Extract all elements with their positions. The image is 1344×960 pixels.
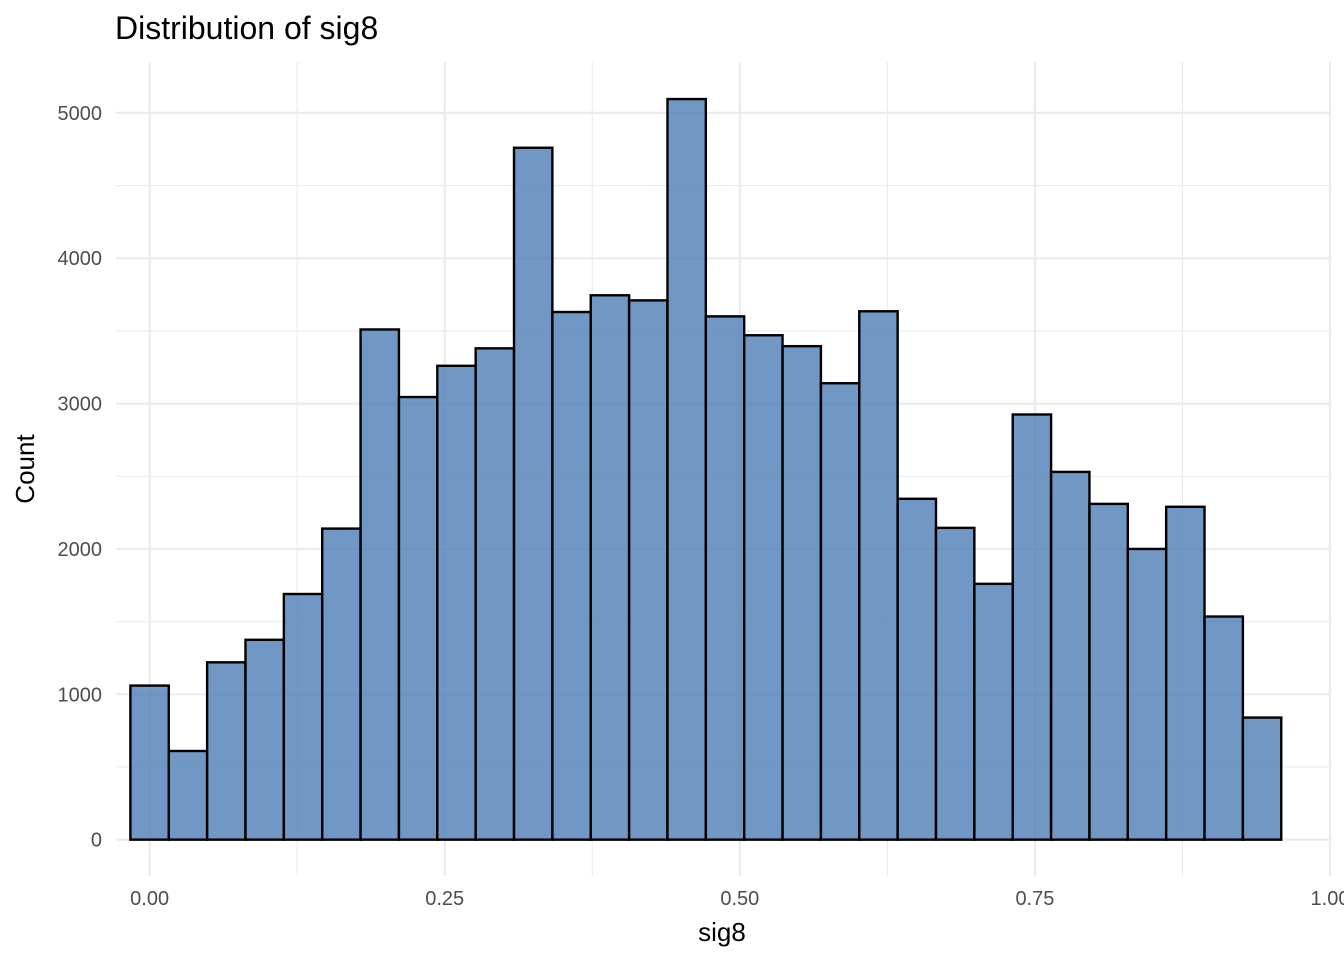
histogram-bar (1088, 502, 1130, 841)
histogram-bar (1049, 470, 1091, 841)
y-tick-label: 0 (91, 830, 102, 852)
y-tick-label: 3000 (58, 394, 103, 416)
histogram-bar (627, 299, 669, 841)
x-tick-label: 0.75 (1015, 888, 1054, 910)
histogram-bar (1203, 615, 1245, 841)
histogram-bar (1011, 413, 1053, 841)
histogram-bar (666, 97, 708, 841)
y-tick-label: 2000 (58, 539, 103, 561)
histogram-bar (129, 684, 170, 841)
histogram-bar (436, 364, 477, 841)
x-axis-tick-labels: 0.00 0.25 0.50 0.75 1.00 (130, 888, 1344, 910)
y-axis-tick-labels: 0 1000 2000 3000 4000 5000 (58, 103, 103, 852)
x-axis-title: sig8 (698, 917, 746, 947)
x-tick-label: 0.25 (425, 888, 464, 910)
histogram-bar (1164, 505, 1206, 841)
histogram-bar (781, 344, 823, 841)
histogram-bar (973, 582, 1014, 841)
histogram-bar (167, 749, 209, 841)
histogram-bar (512, 146, 554, 841)
y-tick-label: 4000 (58, 248, 103, 270)
histogram-bar (819, 382, 861, 841)
histogram-bar (934, 526, 976, 841)
y-tick-label: 1000 (58, 684, 103, 706)
y-axis-title: Count (10, 434, 40, 504)
chart-title: Distribution of sig8 (115, 10, 378, 46)
y-tick-label: 5000 (58, 103, 103, 125)
histogram-bar (474, 347, 516, 841)
histogram-bar (397, 395, 439, 841)
histogram-bar (244, 638, 286, 841)
histogram-bar (704, 315, 746, 841)
histogram-bar (742, 334, 784, 841)
x-tick-label: 0.50 (720, 888, 759, 910)
histogram-bar (551, 310, 592, 841)
x-tick-label: 0.00 (130, 888, 169, 910)
x-tick-label: 1.00 (1311, 888, 1344, 910)
histogram-bar (359, 328, 401, 841)
histogram-bar (589, 294, 631, 841)
histogram-bar (1241, 716, 1283, 841)
histogram-bar (282, 592, 324, 841)
histogram-bars (129, 97, 1283, 841)
histogram-bar (896, 497, 938, 841)
histogram-bar (321, 527, 362, 841)
histogram-bar (205, 661, 247, 841)
histogram-bar (1126, 547, 1168, 841)
histogram-bar (858, 310, 899, 841)
